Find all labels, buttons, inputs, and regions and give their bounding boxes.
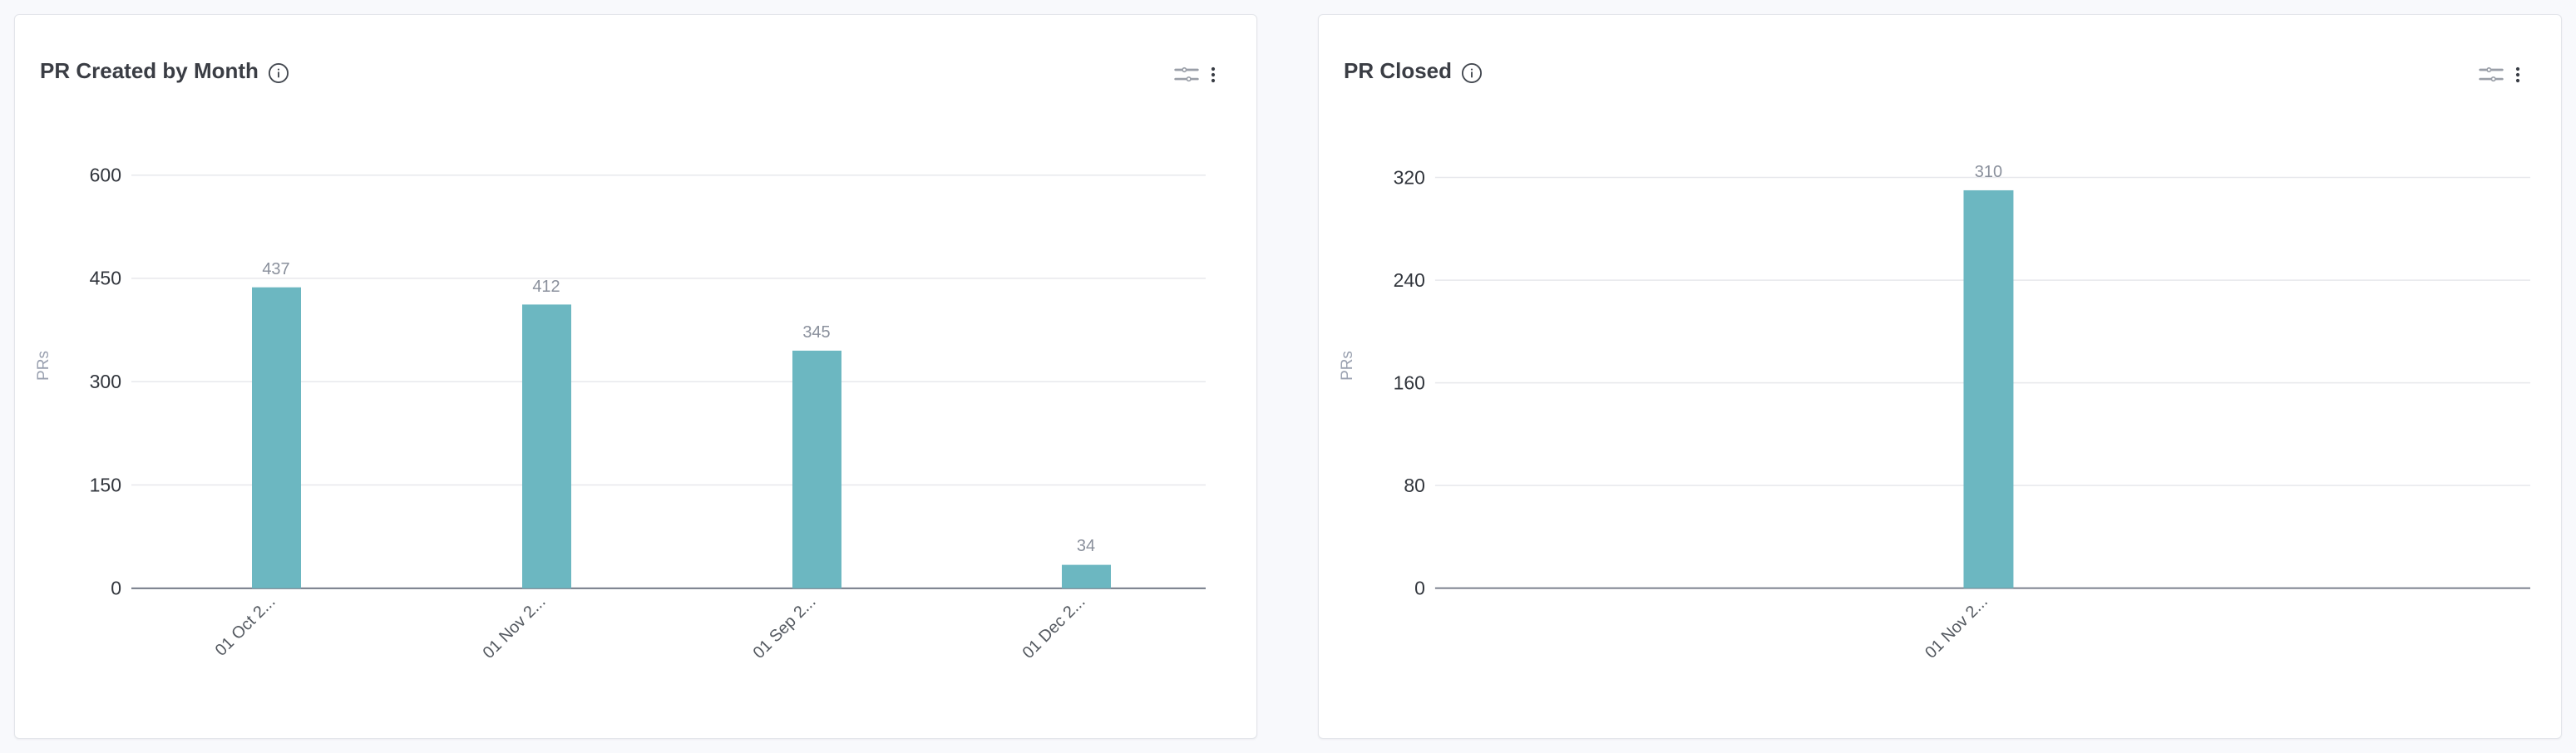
svg-text:01 Sep 2...: 01 Sep 2... (750, 593, 820, 662)
svg-text:0: 0 (1414, 577, 1425, 598)
svg-text:310: 310 (1975, 163, 2002, 181)
svg-text:PRs: PRs (1339, 351, 1356, 381)
svg-text:PRs: PRs (35, 351, 52, 381)
svg-text:437: 437 (262, 260, 289, 278)
svg-text:412: 412 (532, 278, 560, 296)
svg-text:450: 450 (90, 268, 121, 289)
svg-text:0: 0 (111, 578, 121, 599)
svg-text:01 Nov 2...: 01 Nov 2... (1922, 593, 1991, 662)
svg-text:01 Nov 2...: 01 Nov 2... (480, 593, 550, 662)
svg-text:600: 600 (90, 165, 121, 186)
svg-text:01 Oct 2...: 01 Oct 2... (212, 593, 279, 660)
svg-text:01 Dec 2...: 01 Dec 2... (1019, 593, 1089, 662)
svg-text:320: 320 (1394, 166, 1425, 188)
svg-text:150: 150 (90, 474, 121, 495)
svg-text:240: 240 (1394, 269, 1425, 291)
svg-text:300: 300 (90, 371, 121, 392)
svg-text:345: 345 (802, 323, 830, 342)
svg-text:34: 34 (1077, 537, 1095, 555)
svg-text:80: 80 (1404, 475, 1425, 496)
svg-text:160: 160 (1394, 372, 1425, 393)
